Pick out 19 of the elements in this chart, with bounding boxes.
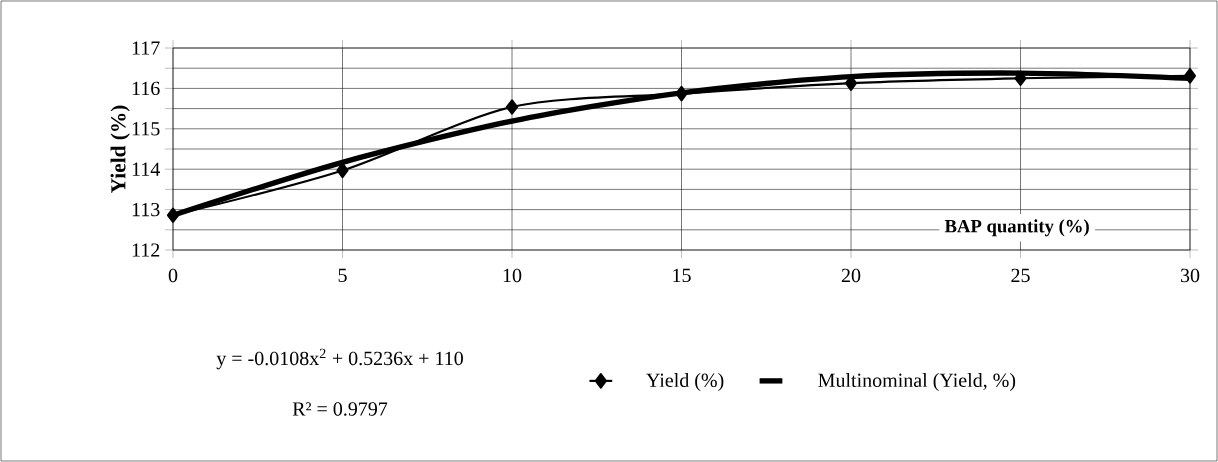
x-tick-label: 10 [503, 268, 522, 283]
x-tick-label: 5 [338, 268, 347, 282]
x-tick-label: 0 [168, 268, 178, 283]
y-tick-label: 116 [132, 81, 160, 96]
legend-label: Yield (%) [646, 372, 724, 392]
x-tick-label: 30 [1180, 268, 1200, 283]
text: R² = 0.9797 [292, 402, 388, 416]
x-tick-label: 20 [841, 268, 861, 283]
legend-label: Multinominal (Yield, %) [818, 372, 1016, 392]
text: y = -0.0108x$^{2}$ + 0.5236x + 110 [216, 348, 463, 370]
x-axis-title: BAP quantity (%) [944, 219, 1089, 237]
y-tick-label: 117 [132, 41, 160, 55]
x-tick-label: 15 [673, 268, 691, 283]
y-axis-title: Yield (%) [110, 105, 130, 193]
y-tick-label: 115 [132, 122, 160, 136]
y-tick-label: 114 [132, 162, 160, 176]
y-tick-label: 113 [132, 202, 160, 217]
y-tick-label: 112 [132, 243, 160, 257]
x-tick-label: 25 [1011, 268, 1030, 283]
